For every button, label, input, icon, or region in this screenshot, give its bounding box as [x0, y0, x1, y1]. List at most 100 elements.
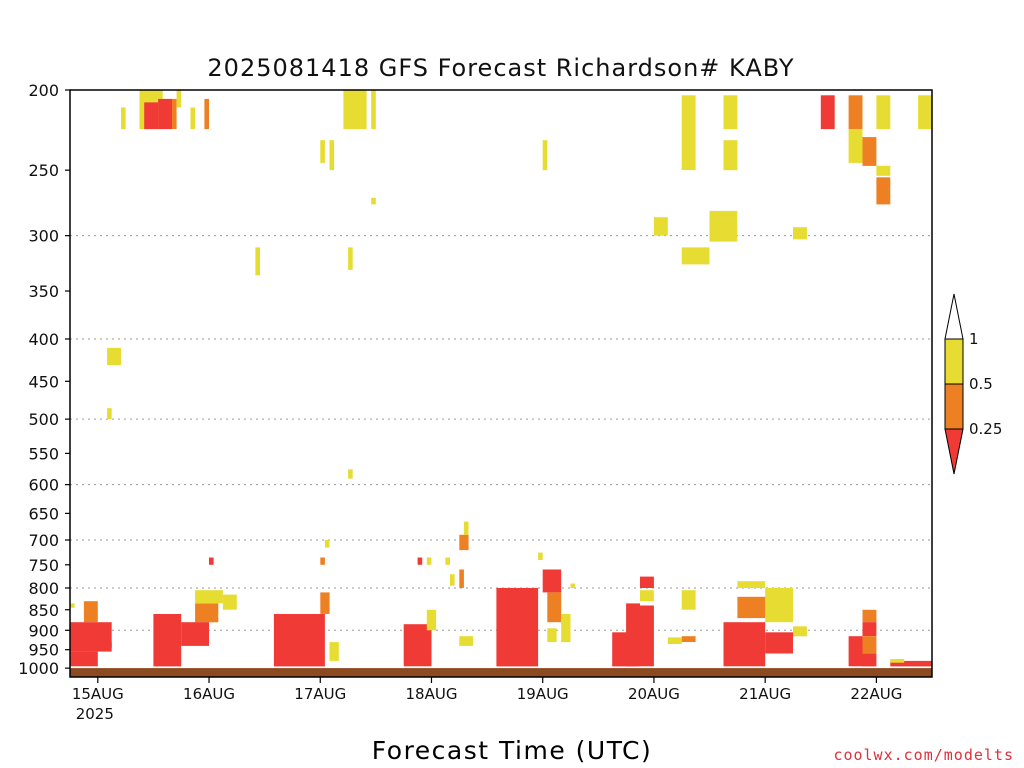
x-tick-label-22AUG: 22AUG [850, 685, 902, 703]
x-axis-label: Forecast Time (UTC) [372, 736, 652, 765]
cell-yellow-54 [640, 590, 654, 602]
cell-orange-41 [459, 569, 464, 588]
y-tick-label-1000: 1000 [18, 659, 59, 678]
x-tick-label-21AUG: 21AUG [739, 685, 791, 703]
y-tick-label-950: 950 [28, 641, 59, 660]
cell-yellow-12 [176, 90, 182, 108]
cell-red-15 [153, 614, 182, 667]
y-tick-label-400: 400 [28, 330, 59, 349]
colorbar-level-label-0.5: 0.5 [969, 375, 993, 393]
cell-yellow-51 [570, 583, 576, 588]
cell-red-69 [723, 622, 766, 667]
cell-orange-17 [195, 603, 219, 623]
cell-red-9 [144, 102, 159, 130]
cell-yellow-13 [190, 107, 196, 130]
cell-yellow-49 [547, 628, 557, 643]
cell-yellow-58 [681, 95, 696, 171]
cell-orange-39 [459, 534, 469, 551]
cell-yellow-6 [107, 408, 112, 420]
y-tick-label-250: 250 [28, 161, 59, 180]
cell-yellow-80 [876, 165, 891, 176]
x-tick-label-20AUG: 20AUG [628, 685, 680, 703]
cell-red-82 [862, 622, 877, 637]
y-tick-label-800: 800 [28, 579, 59, 598]
cell-orange-81 [862, 609, 877, 623]
y-tick-label-900: 900 [28, 621, 59, 640]
cell-yellow-31 [348, 469, 353, 479]
cell-yellow-38 [445, 557, 450, 565]
cell-yellow-33 [371, 197, 376, 205]
y-tick-label-550: 550 [28, 444, 59, 463]
cell-yellow-75 [848, 129, 863, 163]
x-tick-label-15AUG: 15AUG [72, 685, 124, 703]
cell-yellow-50 [561, 614, 571, 643]
y-tick-label-700: 700 [28, 531, 59, 550]
cell-yellow-72 [793, 227, 807, 240]
cell-red-56 [640, 605, 654, 667]
y-tick-label-500: 500 [28, 410, 59, 429]
cell-yellow-7 [121, 107, 126, 130]
x-tick-label-18AUG: 18AUG [406, 685, 458, 703]
y-tick-label-200: 200 [28, 81, 59, 100]
cell-yellow-43 [459, 636, 474, 646]
cell-yellow-20 [222, 594, 237, 610]
cell-red-53 [640, 576, 654, 588]
y-tick-label-650: 650 [28, 504, 59, 523]
cell-yellow-0 [70, 603, 75, 608]
cell-yellow-87 [890, 659, 905, 663]
cell-yellow-71 [793, 626, 807, 637]
cell-red-3 [70, 651, 98, 667]
cell-yellow-64 [667, 637, 682, 644]
y-tick-label-850: 850 [28, 601, 59, 620]
y-tick-label-450: 450 [28, 372, 59, 391]
cell-red-84 [848, 636, 863, 667]
cell-orange-79 [876, 177, 891, 205]
cell-yellow-57 [653, 217, 668, 236]
cell-red-10 [158, 98, 172, 130]
richardson-shaded-cells [70, 90, 932, 667]
cell-red-19 [209, 557, 214, 565]
cell-yellow-29 [343, 90, 367, 130]
cell-yellow-35 [426, 609, 437, 631]
cell-red-73 [820, 95, 835, 130]
cell-orange-74 [848, 95, 863, 130]
cell-yellow-67 [765, 588, 793, 623]
chart-title: 2025081418 GFS Forecast Richardson# KABY [207, 54, 794, 82]
cell-yellow-16 [195, 590, 223, 604]
x-tick-label-17AUG: 17AUG [294, 685, 346, 703]
colorbar-level-label-1: 1 [969, 330, 979, 348]
x-tick-label-19AUG: 19AUG [517, 685, 569, 703]
cell-yellow-60 [709, 210, 738, 242]
cell-yellow-45 [538, 552, 543, 560]
ground-band-fill [70, 668, 932, 677]
cell-orange-65 [681, 636, 696, 642]
cell-yellow-21 [255, 247, 260, 276]
cell-red-47 [542, 569, 562, 593]
cell-red-18 [181, 622, 209, 646]
x-axis-date-ticks: 15AUG 2025 16AUG 17AUG 18AUG 19AUG 20AUG 21AUG 2… [72, 677, 902, 723]
cell-yellow-22 [320, 140, 325, 163]
cell-yellow-28 [329, 642, 339, 661]
credit-text: coolwx.com/modelts [833, 746, 1014, 764]
cell-yellow-62 [723, 140, 738, 171]
cell-red-36 [417, 557, 423, 565]
y-tick-label-300: 300 [28, 227, 59, 246]
y-tick-label-600: 600 [28, 476, 59, 495]
cell-orange-14 [204, 98, 209, 130]
cell-yellow-5 [107, 347, 121, 365]
cell-yellow-77 [876, 95, 891, 130]
cell-orange-68 [737, 596, 766, 619]
cell-yellow-44 [542, 140, 548, 171]
cell-yellow-78 [918, 95, 932, 130]
colorbar-bottom-triangle [944, 428, 964, 475]
cell-orange-76 [862, 137, 877, 166]
y-tick-label-750: 750 [28, 556, 59, 575]
cell-orange-1 [83, 601, 98, 623]
cell-red-46 [496, 588, 539, 667]
cell-orange-11 [172, 98, 177, 130]
cell-red-86 [890, 660, 932, 667]
cell-yellow-42 [450, 574, 455, 586]
plot-frame [69, 89, 933, 678]
cell-yellow-30 [348, 247, 353, 270]
x-tick-label-16AUG: 16AUG [183, 685, 235, 703]
